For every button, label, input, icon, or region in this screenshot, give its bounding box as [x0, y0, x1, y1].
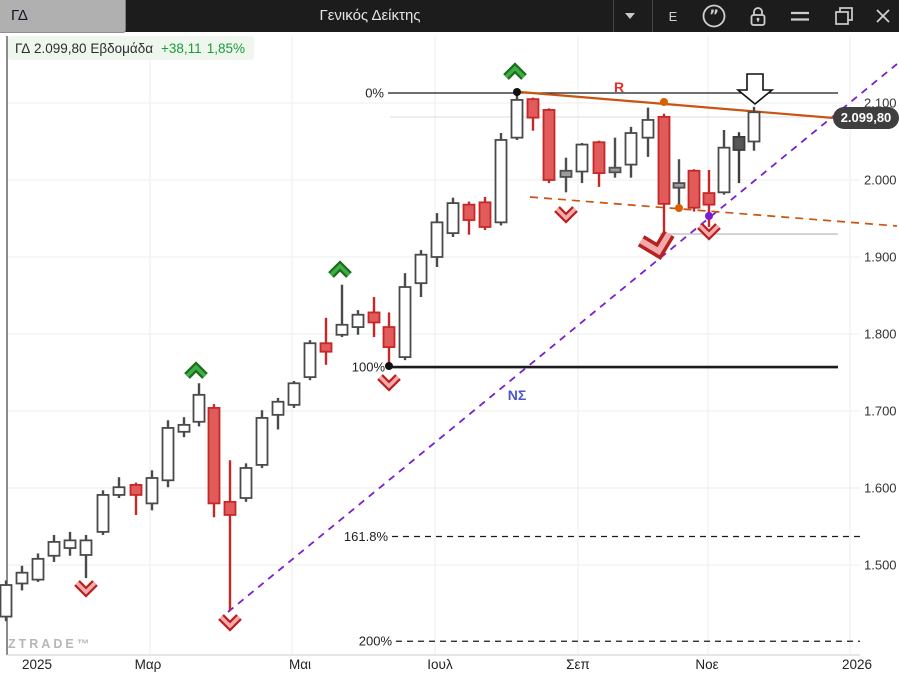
svg-text:2.000: 2.000: [864, 173, 897, 188]
instrument-tab[interactable]: ΓΔ: [0, 0, 126, 33]
svg-text:161.8%: 161.8%: [344, 529, 389, 544]
svg-text:Νοε: Νοε: [695, 657, 718, 672]
chevron-down-icon: [625, 13, 635, 19]
quote-info-bar: ΓΔ 2.099,80 Εβδομάδα +38,11 1,85%: [8, 36, 254, 60]
titlebar-separator: [613, 0, 614, 32]
lock-icon: [750, 7, 766, 26]
svg-text:2026: 2026: [842, 657, 872, 672]
svg-text:2.100: 2.100: [864, 96, 897, 111]
close-window-button[interactable]: [869, 0, 897, 32]
svg-text:1.500: 1.500: [864, 558, 897, 573]
restore-icon: [835, 7, 853, 25]
svg-text:Μαι: Μαι: [289, 657, 311, 672]
svg-text:1.900: 1.900: [864, 250, 897, 265]
svg-text:R: R: [614, 79, 624, 95]
svg-text:1.700: 1.700: [864, 404, 897, 419]
titlebar-separator: [652, 0, 653, 32]
close-icon: [876, 9, 890, 23]
svg-text:Ιουλ: Ιουλ: [427, 657, 453, 672]
axis-labels: 2.100 2.000 1.900 1.800 1.700 1.600 1.500 2025 Μ…: [22, 96, 897, 673]
toolbar-letter-e[interactable]: E: [668, 8, 678, 24]
svg-text:100%: 100%: [352, 360, 386, 375]
quote-button[interactable]: ”: [698, 0, 730, 32]
candles: [0, 92, 761, 622]
svg-text:1.800: 1.800: [864, 327, 897, 342]
price-chart[interactable]: 0% 100% 161.8% 200% ΝΣ R 2.100 2.000 1.900 1.800 1…: [0, 32, 899, 682]
title-bar: E ”: [0, 0, 899, 32]
fibonacci-levels: 0% 100% 161.8% 200%: [344, 85, 860, 649]
window-title: Γενικός Δείκτης: [319, 7, 421, 24]
quote-last: 2.099,80: [33, 40, 87, 56]
quote-period: Εβδομάδα: [90, 40, 154, 56]
menu-icon: [791, 11, 809, 21]
svg-text:”: ”: [709, 7, 719, 25]
quote-circle-icon: ”: [702, 4, 726, 28]
trendlines: ΝΣ R: [227, 63, 898, 613]
ztrade-watermark: ZTRADE™: [8, 637, 93, 651]
svg-text:2025: 2025: [22, 657, 52, 672]
svg-text:Μαρ: Μαρ: [135, 657, 162, 672]
symbol-dropdown-button[interactable]: [616, 0, 644, 32]
quote-symbol: ΓΔ: [15, 40, 31, 56]
quote-change-percent: 1,85%: [206, 40, 245, 56]
last-price-tag: 2.099,80: [833, 107, 899, 129]
svg-text:200%: 200%: [359, 634, 393, 649]
svg-text:1.600: 1.600: [864, 481, 897, 496]
svg-text:Σεπ: Σεπ: [566, 657, 590, 672]
lock-button[interactable]: [743, 0, 773, 32]
svg-text:0%: 0%: [365, 85, 384, 100]
restore-window-button[interactable]: [829, 0, 859, 32]
grid: [6, 36, 860, 656]
svg-text:ΝΣ: ΝΣ: [508, 387, 527, 403]
quote-change: +38,11: [161, 40, 202, 56]
markers: [74, 62, 775, 632]
menu-button[interactable]: [785, 0, 815, 32]
hollow-down-arrow: [735, 73, 775, 106]
